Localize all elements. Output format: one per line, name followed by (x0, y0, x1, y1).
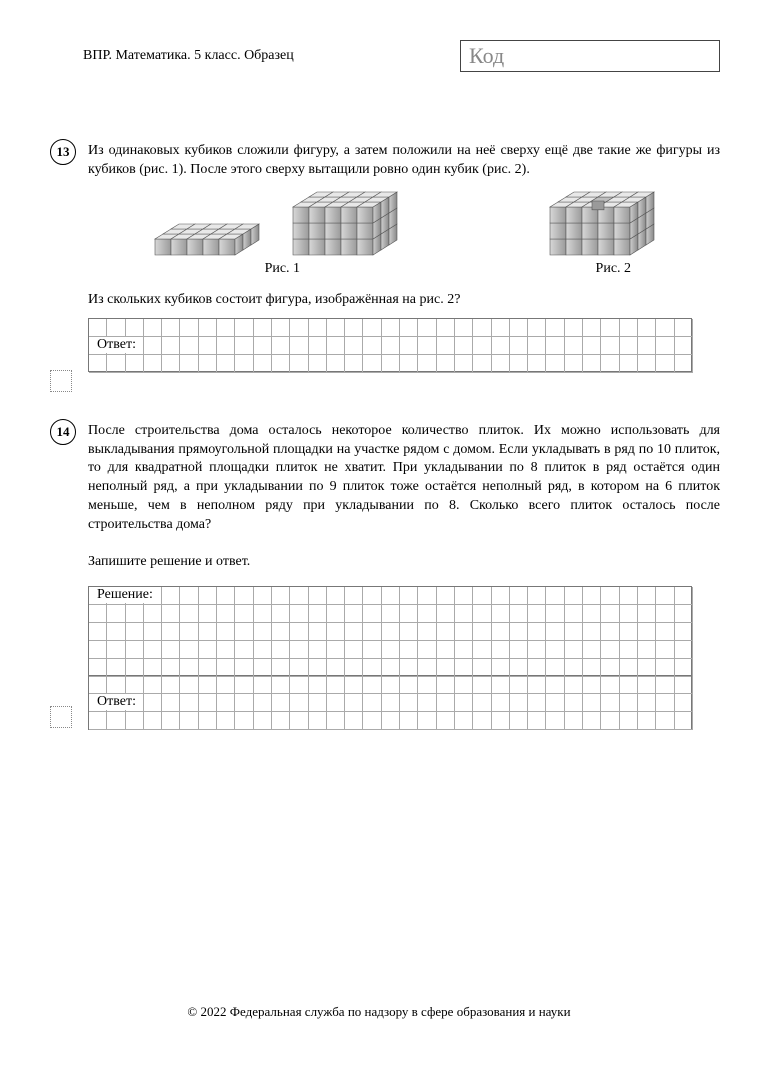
fig2-caption: Рис. 2 (417, 261, 720, 277)
score-check-14[interactable] (50, 706, 72, 728)
code-entry-box[interactable]: Код (460, 40, 720, 72)
header-subject: ВПР. Математика. 5 класс. Образец (83, 48, 294, 64)
task-13: 13 Из одинаковых кубиков сложили фигуру,… (38, 142, 720, 372)
fig1-caption: Рис. 1 (88, 261, 417, 277)
answer-label-13: Ответ: (93, 337, 140, 353)
figure-stack (291, 190, 399, 257)
task-14-answer-grid[interactable]: Ответ: (88, 676, 692, 730)
task-number-14: 14 (50, 419, 76, 445)
code-label: Код (469, 43, 504, 69)
task-14-solution-grid[interactable]: Решение: (88, 586, 692, 676)
figure-slab (153, 222, 261, 257)
task-number-13: 13 (50, 139, 76, 165)
task-13-question: Из скольких кубиков состоит фигура, изоб… (88, 291, 720, 310)
solution-label-14: Решение: (93, 587, 157, 603)
task-14-text: После строительства дома осталось некото… (88, 422, 720, 535)
answer-label-14: Ответ: (93, 694, 140, 710)
page-footer: © 2022 Федеральная служба по надзору в с… (0, 1004, 758, 1020)
task-13-answer-grid[interactable]: Ответ: (88, 318, 692, 372)
figure-stack-minus-one (548, 190, 656, 257)
task-14: 14 После строительства дома осталось нек… (38, 422, 720, 730)
task-14-instruction: Запишите решение и ответ. (88, 553, 720, 572)
score-check-13[interactable] (50, 370, 72, 392)
task-13-figures (88, 190, 720, 257)
task-13-text: Из одинаковых кубиков сложили фигуру, а … (88, 142, 720, 180)
